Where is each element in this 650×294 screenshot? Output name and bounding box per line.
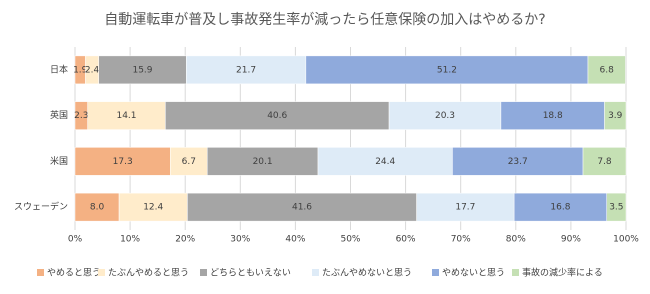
bar-segment <box>118 192 188 222</box>
legend-label: やめないと思う <box>442 268 505 279</box>
legend-swatch <box>312 269 319 276</box>
x-tick-label: 100% <box>613 235 639 245</box>
legend-label: たぶんやめないと思う <box>322 268 412 279</box>
x-tick-label: 30% <box>230 235 250 245</box>
x-tick-label: 50% <box>340 235 360 245</box>
legend-label: やめると思う <box>47 268 101 279</box>
bar-segment <box>388 101 502 130</box>
legend-label: たぶんやめると思う <box>108 268 189 279</box>
x-tick-label: 60% <box>396 235 416 245</box>
value-label: 17.7 <box>455 203 475 213</box>
value-label: 24.4 <box>375 157 395 167</box>
value-label: 6.7 <box>182 157 196 167</box>
y-tick-label: 日本 <box>50 63 68 75</box>
bar-segment <box>305 55 589 85</box>
bar-segment <box>317 147 453 176</box>
bar-segment <box>452 147 584 176</box>
value-label: 14.1 <box>116 111 136 121</box>
value-label: 3.5 <box>609 203 623 213</box>
x-tick-label: 20% <box>175 235 195 245</box>
bar-segment <box>87 101 166 130</box>
value-label: 16.8 <box>550 203 570 213</box>
value-label: 2.4 <box>85 65 100 75</box>
x-tick-label: 40% <box>285 235 305 245</box>
bar-segment <box>170 147 208 176</box>
legend-label: どちらともいえない <box>210 268 291 279</box>
value-label: 23.7 <box>508 157 528 167</box>
bar-segment <box>500 101 605 130</box>
value-label: 12.4 <box>143 203 163 213</box>
chart-title: 自動運転車が普及し事故発生率が減ったら任意保険の加入はやめるか? <box>104 11 545 28</box>
value-label: 17.3 <box>113 157 133 167</box>
value-label: 7.8 <box>597 157 612 167</box>
bar-segment <box>165 101 390 130</box>
legend-label: 事故の減少率による <box>522 267 603 279</box>
bar-segment <box>74 192 120 222</box>
value-label: 8.0 <box>90 203 105 213</box>
value-label: 3.9 <box>608 111 623 121</box>
value-label: 51.2 <box>437 65 457 75</box>
value-label: 18.8 <box>543 111 563 121</box>
value-label: 15.9 <box>132 65 152 75</box>
x-tick-label: 10% <box>120 235 140 245</box>
x-tick-label: 70% <box>451 235 471 245</box>
x-tick-label: 80% <box>506 235 526 245</box>
bar-segment <box>98 55 187 85</box>
bar-segment <box>416 192 515 222</box>
legend-swatch <box>98 269 105 276</box>
y-tick-label: 米国 <box>50 155 68 167</box>
x-tick-label: 90% <box>561 235 581 245</box>
legend-swatch <box>200 269 207 276</box>
bar-segment <box>513 192 607 222</box>
bar-segment <box>582 147 627 176</box>
value-label: 21.7 <box>236 65 256 75</box>
bar-segment <box>206 147 319 176</box>
y-tick-label: スウェーデン <box>14 201 68 213</box>
value-label: 20.3 <box>435 111 455 121</box>
x-tick-label: 0% <box>68 235 83 245</box>
value-label: 41.6 <box>292 203 312 213</box>
bar-segment <box>604 101 627 130</box>
value-label: 2.3 <box>74 111 88 121</box>
value-label: 40.6 <box>267 111 287 121</box>
legend-swatch <box>432 269 439 276</box>
value-label: 6.8 <box>600 65 615 75</box>
legend-swatch <box>37 269 44 276</box>
bar-segment <box>606 192 627 222</box>
y-tick-label: 英国 <box>50 109 68 121</box>
value-label: 1.9 <box>73 65 88 75</box>
value-label: 20.1 <box>253 157 273 167</box>
bar-segment <box>587 55 626 85</box>
bar-segment <box>186 55 307 85</box>
legend-swatch <box>512 269 519 276</box>
